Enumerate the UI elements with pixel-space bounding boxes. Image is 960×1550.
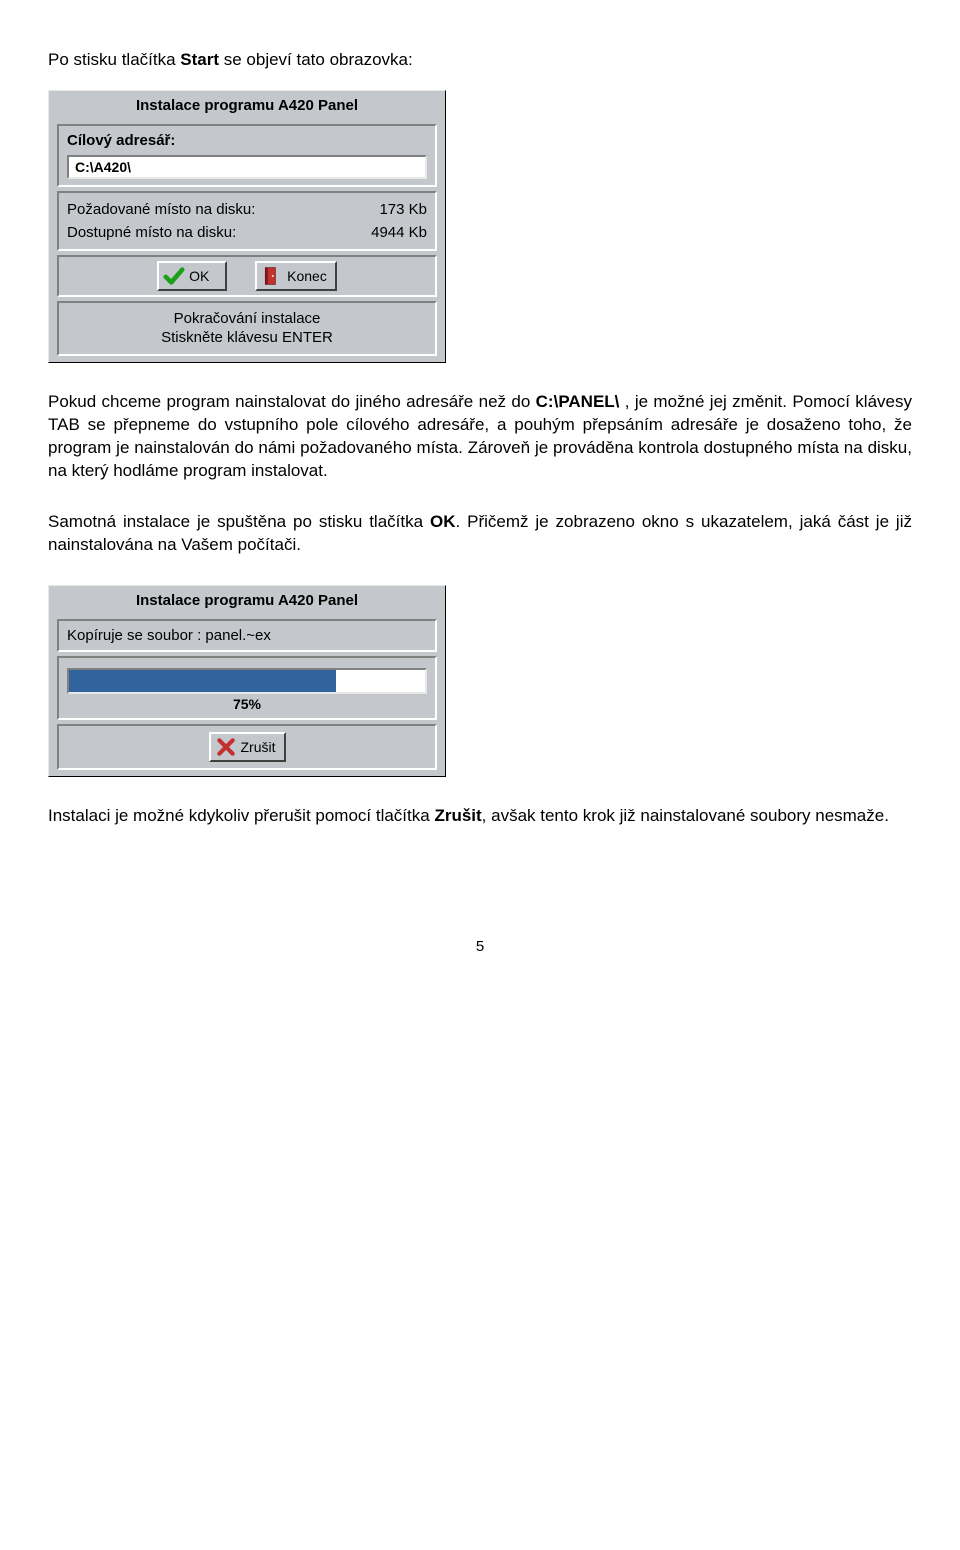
paragraph-3: Instalaci je možné kdykoliv přerušit pom… (48, 805, 912, 828)
cross-icon (215, 736, 237, 758)
install-dialog: Instalace programu A420 Panel Cílový adr… (48, 90, 446, 363)
footer-panel: Pokračování instalace Stiskněte klávesu … (57, 301, 437, 356)
available-row: Dostupné místo na disku: 4944 Kb (67, 222, 427, 243)
p3-t2: , avšak tento krok již nainstalované sou… (482, 806, 889, 825)
abort-button[interactable]: Zrušit (209, 732, 286, 762)
p1-t1: Pokud chceme program nainstalovat do jin… (48, 392, 536, 411)
target-input[interactable] (67, 155, 427, 179)
copy-label: Kopíruje se soubor : panel.~ex (67, 627, 427, 644)
exit-icon (261, 265, 283, 287)
available-label: Dostupné místo na disku: (67, 224, 236, 241)
p1-b1: C:\PANEL\ (536, 392, 620, 411)
abort-label: Zrušit (241, 739, 276, 755)
intro-suffix: se objeví tato obrazovka: (219, 50, 413, 69)
p3-b1: Zrušit (434, 806, 481, 825)
ok-button[interactable]: OK (157, 261, 227, 291)
required-row: Požadované místo na disku: 173 Kb (67, 199, 427, 220)
paragraph-1: Pokud chceme program nainstalovat do jin… (48, 391, 912, 483)
footer-line1: Pokračování instalace (59, 309, 435, 329)
intro-bold: Start (180, 50, 219, 69)
intro-prefix: Po stisku tlačítka (48, 50, 180, 69)
progress-dialog-title: Instalace programu A420 Panel (51, 588, 443, 615)
progress-bar (67, 668, 427, 694)
intro-text: Po stisku tlačítka Start se objeví tato … (48, 49, 912, 72)
progress-panel: 75% (57, 656, 437, 720)
paragraph-2: Samotná instalace je spuštěna po stisku … (48, 511, 912, 557)
copy-panel: Kopíruje se soubor : panel.~ex (57, 619, 437, 652)
progress-dialog: Instalace programu A420 Panel Kopíruje s… (48, 585, 446, 777)
p3-t1: Instalaci je možné kdykoliv přerušit pom… (48, 806, 434, 825)
ok-label: OK (189, 268, 209, 284)
progress-text: 75% (67, 696, 427, 712)
required-value: 173 Kb (379, 201, 427, 218)
progress-fill (69, 670, 336, 692)
disk-info-panel: Požadované místo na disku: 173 Kb Dostup… (57, 191, 437, 251)
target-label: Cílový adresář: (67, 132, 427, 149)
cancel-panel: Zrušit (57, 724, 437, 770)
cancel-button[interactable]: Konec (255, 261, 337, 291)
p2-t1: Samotná instalace je spuštěna po stisku … (48, 512, 430, 531)
check-icon (163, 265, 185, 287)
required-label: Požadované místo na disku: (67, 201, 255, 218)
dialog-title: Instalace programu A420 Panel (51, 93, 443, 120)
cancel-label: Konec (287, 268, 327, 284)
button-panel: OK Konec (57, 255, 437, 297)
page-number: 5 (48, 938, 912, 955)
footer-line2: Stiskněte klávesu ENTER (59, 328, 435, 348)
p2-b1: OK (430, 512, 456, 531)
available-value: 4944 Kb (371, 224, 427, 241)
target-panel: Cílový adresář: (57, 124, 437, 187)
